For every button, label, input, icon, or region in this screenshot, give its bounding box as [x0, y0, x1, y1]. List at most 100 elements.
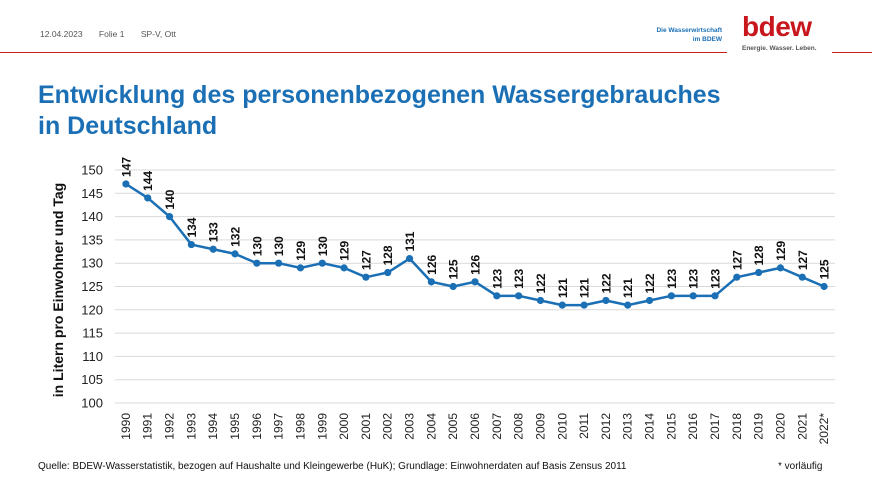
x-tick-labels: 1990 1991 1992 1993 1994 1995 1996 1997 1998 1999… — [119, 413, 831, 445]
x-tick-label: 1990 — [119, 413, 133, 440]
x-tick-label: 2002 — [381, 413, 395, 440]
data-point — [558, 301, 566, 309]
data-label: 129 — [338, 241, 352, 261]
x-tick-label: 2008 — [512, 413, 526, 440]
x-tick-label: 2006 — [468, 413, 482, 440]
data-label: 121 — [556, 278, 570, 298]
y-tick-label: 115 — [82, 326, 103, 341]
slide-meta: 12.04.2023 Folie 1 SP-V, Ott — [40, 29, 190, 39]
source-note: Quelle: BDEW-Wasserstatistik, bezogen au… — [38, 461, 627, 472]
y-tick-labels: 100 105 110 115 120 125 130 135 140 145 150 — [81, 163, 103, 411]
data-label: 127 — [359, 250, 373, 270]
data-points — [122, 180, 828, 309]
title-line-2: in Deutschland — [38, 112, 218, 140]
data-point — [209, 245, 217, 253]
data-label: 125 — [447, 259, 461, 279]
data-label: 130 — [272, 236, 286, 256]
data-label: 122 — [534, 273, 548, 293]
data-label: 129 — [294, 241, 308, 261]
x-tick-label: 2001 — [359, 413, 373, 440]
slide-number: Folie 1 — [98, 29, 125, 39]
data-point — [318, 259, 326, 267]
y-tick-label: 105 — [81, 372, 103, 387]
logo-tagline: Energie. Wasser. Leben. — [742, 45, 817, 52]
data-point — [755, 268, 763, 277]
data-label: 123 — [709, 268, 723, 288]
data-point — [405, 254, 414, 263]
data-point — [536, 296, 545, 305]
data-point — [798, 273, 806, 281]
org-label-line1: Die Wasserwirtschaft — [656, 27, 722, 34]
x-tick-label: 2000 — [337, 413, 351, 440]
x-tick-label: 2014 — [643, 413, 657, 440]
y-tick-label: 120 — [81, 302, 103, 317]
data-label: 131 — [403, 231, 417, 251]
x-tick-label: 2004 — [424, 413, 438, 440]
x-tick-label: 2021 — [795, 413, 809, 440]
data-point — [471, 278, 479, 286]
data-point — [711, 292, 719, 300]
data-label: 121 — [621, 278, 635, 298]
data-point — [187, 240, 195, 249]
data-point — [231, 250, 239, 258]
data-point — [122, 180, 130, 188]
y-tick-label: 145 — [81, 186, 103, 201]
x-tick-label: 1992 — [163, 413, 177, 440]
data-point — [624, 301, 632, 309]
y-tick-label: 125 — [81, 279, 103, 294]
org-label-line2: im BDEW — [692, 36, 722, 43]
x-tick-label: 1999 — [315, 413, 329, 440]
data-point — [449, 282, 457, 291]
data-label: 129 — [774, 241, 788, 261]
data-point — [275, 259, 283, 267]
data-point — [296, 264, 305, 272]
data-point — [733, 273, 741, 281]
data-label: 128 — [752, 245, 766, 265]
x-tick-label: 2013 — [621, 413, 635, 440]
x-tick-label: 1996 — [250, 413, 264, 440]
data-point — [602, 296, 610, 305]
x-tick-label: 2009 — [533, 413, 547, 440]
data-label: 127 — [730, 250, 744, 270]
data-point — [515, 292, 523, 300]
page-title: Entwicklung des personenbezogenen Wasser… — [38, 80, 721, 142]
data-point — [493, 292, 501, 300]
data-label: 125 — [818, 259, 832, 279]
x-tick-label: 2015 — [664, 413, 678, 440]
data-label: 122 — [599, 273, 613, 293]
x-tick-label: 1994 — [206, 413, 220, 440]
y-tick-label: 110 — [82, 349, 103, 364]
data-label: 123 — [490, 268, 504, 288]
data-label: 127 — [796, 250, 810, 270]
data-label: 134 — [185, 217, 199, 237]
data-point — [645, 296, 654, 305]
gridlines — [115, 169, 835, 404]
y-tick-label: 150 — [81, 163, 103, 178]
data-label: 147 — [119, 157, 133, 177]
data-point — [384, 268, 392, 277]
y-tick-label: 135 — [81, 232, 103, 247]
data-point — [165, 213, 174, 221]
x-tick-label: 2010 — [555, 413, 569, 440]
data-label: 130 — [250, 236, 264, 256]
data-labels: 147 144 140 134 133 132 130 130 129 130 129 127 128 1… — [119, 157, 831, 299]
data-label: 123 — [687, 268, 701, 288]
x-tick-label: 2005 — [446, 413, 460, 440]
data-point — [362, 273, 370, 281]
x-tick-label: 1991 — [141, 413, 155, 440]
data-label: 132 — [229, 227, 243, 247]
x-tick-label: 1995 — [228, 413, 242, 440]
bdew-logo: bdew — [742, 11, 812, 42]
data-point — [776, 264, 785, 272]
header-divider-left — [0, 52, 727, 53]
data-label: 122 — [643, 273, 657, 293]
x-tick-label: 2016 — [686, 413, 700, 440]
data-label: 123 — [512, 268, 526, 288]
data-label: 126 — [469, 254, 483, 274]
data-label: 133 — [207, 222, 221, 242]
y-tick-label: 130 — [81, 256, 103, 271]
data-point — [253, 259, 261, 267]
data-point — [689, 292, 697, 300]
y-tick-label: 100 — [81, 396, 103, 411]
